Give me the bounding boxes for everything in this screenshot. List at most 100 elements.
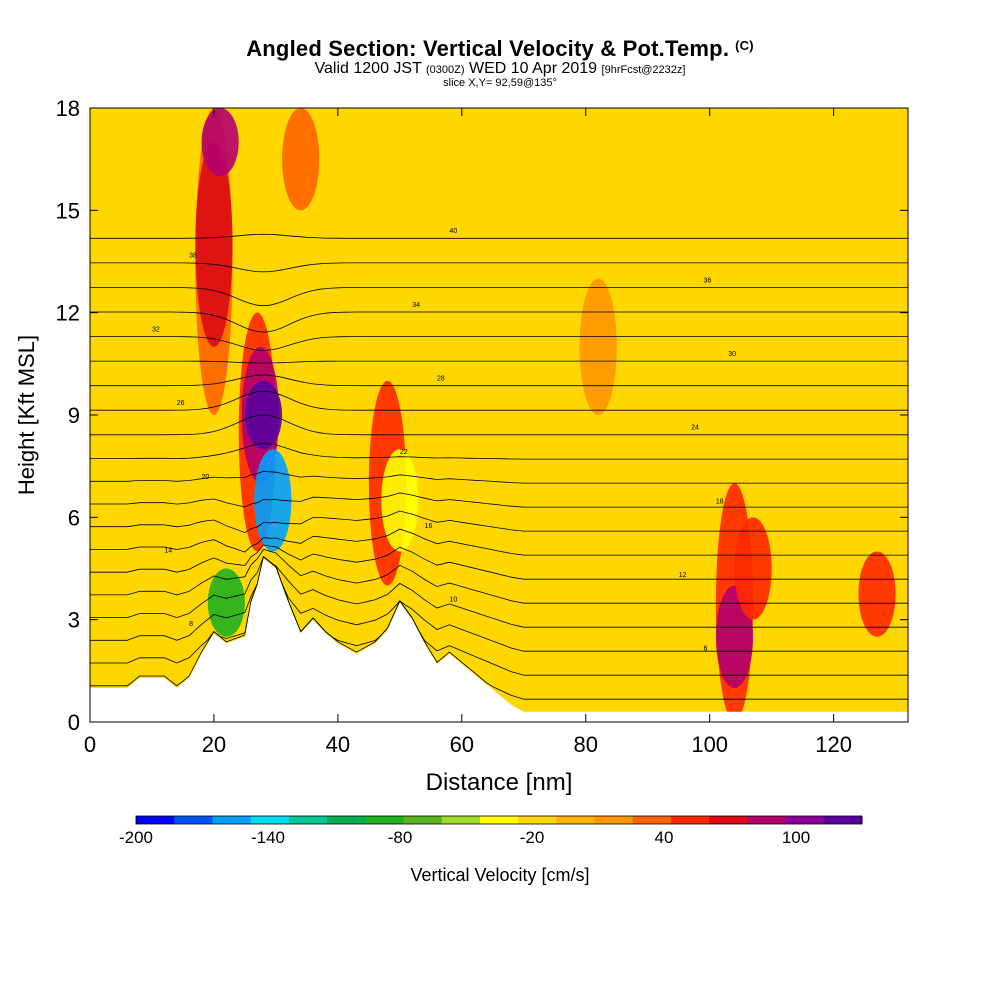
x-axis-label: Distance [nm] (426, 769, 573, 796)
colorbar-swatch-0 (136, 816, 175, 824)
colorbar-label: Vertical Velocity [cm/s] (410, 865, 589, 885)
x-tick-label-80: 80 (574, 732, 598, 757)
isentrope-38 (90, 262, 908, 273)
terrain (90, 558, 908, 722)
y-tick-label-9: 9 (68, 403, 80, 428)
isentrope-label-32: 32 (152, 326, 160, 333)
isentrope-26 (90, 390, 908, 411)
valid-date: WED 10 Apr 2019 (469, 60, 598, 77)
isentrope-label-14: 14 (164, 547, 172, 554)
chart-subtitle: Valid 1200 JST (0300Z) WED 10 Apr 2019 [… (0, 60, 1000, 78)
isentrope-label-16: 16 (425, 523, 433, 530)
isentrope-label-26: 26 (177, 400, 185, 407)
forecast-info: [9hrFcst@2232z] (601, 64, 686, 76)
colorbar-swatch-15 (709, 816, 748, 824)
chart-title: Angled Section: Vertical Velocity & Pot.… (0, 36, 1000, 62)
isentrope-label-18: 18 (716, 498, 724, 505)
x-tick-label-40: 40 (326, 732, 350, 757)
velocity-cell-6 (254, 449, 292, 552)
y-tick-label-0: 0 (68, 710, 80, 735)
x-tick-label-100: 100 (691, 732, 728, 757)
isentrope-label-20: 20 (202, 474, 210, 481)
isentrope-24 (90, 414, 908, 436)
velocity-cell-10 (282, 108, 320, 211)
isentrope-10 (90, 548, 908, 604)
velocity-cell-14 (858, 551, 896, 637)
x-tick-label-60: 60 (450, 732, 474, 757)
colorbar-swatch-7 (403, 816, 443, 824)
x-tick-label-120: 120 (815, 732, 852, 757)
colorbar-swatch-14 (670, 816, 710, 824)
colorbar-tick-label--80: -80 (388, 828, 413, 847)
isentrope-6 (90, 555, 908, 652)
isentrope-36 (90, 287, 908, 307)
y-tick-label-18: 18 (56, 96, 80, 121)
colorbar-swatch-8 (441, 816, 481, 824)
isentrope-label-36: 36 (704, 277, 712, 284)
colorbar-swatch-11 (556, 816, 596, 824)
isentrope-label-10: 10 (449, 597, 457, 604)
colorbar-swatch-18 (823, 816, 863, 824)
colorbar-tick-label--20: -20 (520, 828, 545, 847)
isentrope-label-24: 24 (691, 425, 699, 432)
colorbar-tick-label--140: -140 (251, 828, 285, 847)
colorbar-tick-label--200: -200 (119, 828, 153, 847)
valid-time: Valid 1200 JST (314, 60, 422, 77)
y-tick-label-3: 3 (68, 608, 80, 633)
colorbar-tick-label-40: 40 (655, 828, 674, 847)
isentrope-4 (90, 555, 908, 676)
y-tick-label-6: 6 (68, 505, 80, 530)
colorbar-frame (135, 815, 863, 825)
isentrope-label-40: 40 (449, 228, 457, 235)
colorbar-swatch-2 (212, 816, 252, 824)
isentrope-label-28: 28 (437, 376, 445, 383)
utc-time: (0300Z) (426, 64, 465, 76)
isentrope-20 (90, 470, 908, 484)
isentrope-label-30: 30 (728, 351, 736, 358)
isentrope-label-8: 8 (189, 621, 193, 628)
isentrope-30 (90, 360, 908, 364)
slice-info: slice X,Y= 92,59@135° (443, 77, 557, 89)
y-tick-label-12: 12 (56, 301, 80, 326)
x-tick-label-0: 0 (84, 732, 96, 757)
colorbar-swatch-1 (174, 816, 213, 824)
chart-title-text: Angled Section: Vertical Velocity & Pot.… (246, 36, 730, 61)
isentrope-22 (90, 442, 908, 460)
isentrope-32 (90, 336, 908, 351)
colorbar-swatch-4 (288, 816, 328, 824)
velocity-cell-7 (207, 568, 245, 637)
colorbar-swatch-3 (250, 816, 290, 824)
y-axis-label: Height [Kft MSL] (14, 335, 39, 495)
colorbar-tick-label-100: 100 (782, 828, 810, 847)
colorbar-swatch-10 (518, 816, 557, 824)
isentrope-2 (90, 555, 908, 700)
colorbar-swatch-6 (365, 816, 404, 824)
chart-title-unit: (C) (735, 38, 754, 53)
colorbar-swatch-13 (632, 816, 672, 824)
isentrope-12 (90, 544, 908, 580)
y-tick-label-15: 15 (56, 198, 80, 223)
isentrope-label-6: 6 (704, 646, 708, 653)
velocity-cell-9 (381, 449, 419, 552)
velocity-cell-2 (201, 108, 239, 177)
isentrope-label-12: 12 (679, 572, 687, 579)
isentrope-18 (90, 492, 908, 508)
isentrope-8 (90, 555, 908, 628)
colorbar-swatch-17 (785, 816, 825, 824)
velocity-cell-15 (579, 278, 617, 415)
velocity-cell-16 (753, 108, 791, 245)
colorbar-swatch-12 (594, 816, 634, 824)
isentrope-label-22: 22 (400, 449, 408, 456)
colorbar-swatch-16 (747, 816, 787, 824)
velocity-cell-13 (734, 517, 772, 620)
colorbar-swatch-9 (479, 816, 519, 824)
isentrope-16 (90, 510, 908, 534)
isentrope-label-34: 34 (412, 302, 420, 309)
isentrope-34 (90, 311, 908, 333)
velocity-cell-1 (195, 142, 233, 347)
isentrope-label-38: 38 (189, 253, 197, 260)
isentrope-40 (90, 233, 908, 239)
x-tick-label-20: 20 (202, 732, 226, 757)
